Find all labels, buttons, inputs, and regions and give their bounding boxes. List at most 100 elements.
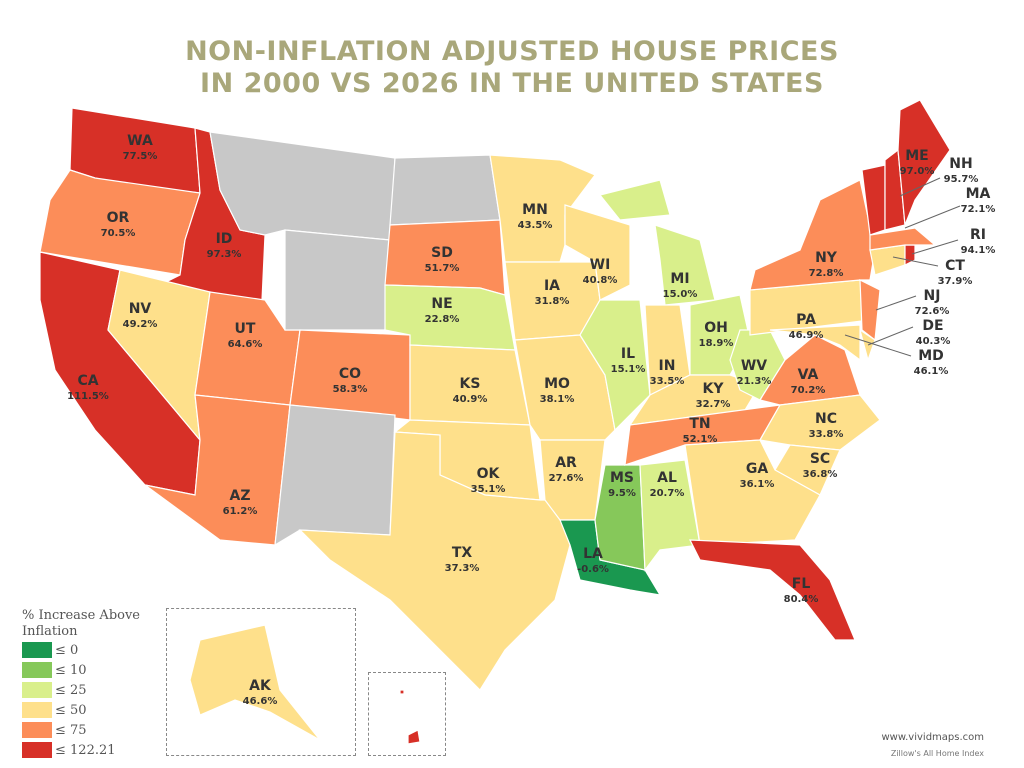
leader-line: [911, 239, 959, 255]
state-abbr-label: WA: [127, 133, 153, 149]
state-value-label: 72.1%: [961, 204, 996, 215]
state-value-label: 22.8%: [425, 314, 460, 325]
state-ma: [869, 227, 937, 251]
state-nd: [389, 154, 501, 226]
state-value-label: 70.5%: [101, 228, 136, 239]
state-value-label: 33.8%: [809, 429, 844, 440]
state-abbr-label: MO: [544, 376, 570, 392]
state-value-label: 111.5%: [67, 391, 109, 402]
state-value-label: 38.1%: [540, 394, 575, 405]
legend: % Increase Above Inflation ≤ 0 ≤ 10 ≤ 25 ≤ …: [22, 608, 142, 760]
leader-line: [867, 326, 914, 346]
state-abbr-label: AL: [657, 470, 677, 486]
state-nm: [274, 404, 396, 547]
state-abbr-label: IN: [659, 358, 676, 374]
state-value-label: 49.2%: [123, 319, 158, 330]
state-abbr-label: AK: [249, 678, 272, 694]
state-abbr-label: TN: [689, 416, 710, 432]
state-value-label: 31.8%: [535, 296, 570, 307]
leader-line: [875, 295, 917, 311]
state-value-label: 37.9%: [938, 276, 973, 287]
legend-label: ≤ 75: [55, 722, 87, 738]
legend-swatch: [22, 682, 52, 698]
state-value-label: 37.3%: [445, 563, 480, 574]
state-value-label: 97.3%: [207, 249, 242, 260]
leader-line: [892, 256, 939, 267]
legend-item: ≤ 25: [22, 680, 142, 700]
state-abbr-label: PA: [796, 312, 816, 328]
title-line-2: IN 2000 VS 2026 IN THE UNITED STATES: [200, 68, 824, 99]
state-value-label: 46.6%: [243, 696, 278, 707]
state-value-label: 40.9%: [453, 394, 488, 405]
credit-source: Zillow's All Home Index: [890, 749, 984, 758]
state-abbr-label: WI: [590, 257, 611, 273]
state-value-label: 80.4%: [784, 594, 819, 605]
state-abbr-label: NJ: [924, 288, 941, 304]
state-abbr-label: MD: [918, 348, 944, 364]
state-abbr-label: MI: [670, 271, 689, 287]
state-value-label: 32.7%: [696, 399, 731, 410]
legend-item: ≤ 75: [22, 720, 142, 740]
state-value-label: 15.0%: [663, 289, 698, 300]
state-value-label: 21.3%: [737, 376, 772, 387]
legend-swatch: [22, 742, 52, 758]
state-abbr-label: CA: [77, 373, 98, 389]
state-value-label: 40.8%: [583, 275, 618, 286]
state-value-label: 94.1%: [961, 245, 996, 256]
state-ms: [594, 464, 646, 571]
alaska-inset-frame: [166, 608, 356, 756]
state-abbr-label: DE: [922, 318, 943, 334]
state-value-label: 18.9%: [699, 338, 734, 349]
state-value-label: 52.1%: [683, 434, 718, 445]
state-abbr-label: NV: [129, 301, 152, 317]
state-value-label: 64.6%: [228, 339, 263, 350]
state-abbr-label: WV: [741, 358, 767, 374]
state-mt: [209, 131, 396, 241]
state-abbr-label: UT: [235, 321, 256, 337]
state-value-label: 9.5%: [608, 488, 636, 499]
state-abbr-label: AR: [555, 455, 577, 471]
state-value-label: 46.9%: [789, 330, 824, 341]
state-abbr-label: NY: [815, 250, 838, 266]
legend-label: ≤ 25: [55, 682, 87, 698]
state-value-label: 35.1%: [471, 484, 506, 495]
state-wy: [284, 229, 391, 331]
state-abbr-label: TX: [452, 545, 473, 561]
legend-swatch: [22, 722, 52, 738]
state-fl: [689, 539, 856, 641]
state-abbr-label: RI: [970, 227, 986, 243]
legend-label: ≤ 50: [55, 702, 87, 718]
state-ak: [189, 624, 321, 741]
legend-item: ≤ 10: [22, 660, 142, 680]
state-value-label: 72.8%: [809, 268, 844, 279]
state-abbr-label: IL: [621, 346, 635, 362]
state-abbr-label: OH: [704, 320, 728, 336]
state-abbr-label: VA: [798, 367, 819, 383]
state-abbr-label: OK: [477, 466, 501, 482]
state-value-label: 20.7%: [650, 488, 685, 499]
state-value-label: 36.8%: [803, 469, 838, 480]
legend-swatch: [22, 662, 52, 678]
state-value-label: 97.0%: [900, 166, 935, 177]
legend-title: % Increase Above Inflation: [22, 608, 141, 639]
state-ri: [904, 244, 916, 266]
state-value-label: 70.2%: [791, 385, 826, 396]
state-value-label: 51.7%: [425, 263, 460, 274]
state-mi: [654, 224, 716, 306]
state-abbr-label: ID: [216, 231, 233, 247]
state-abbr-label: MN: [522, 202, 548, 218]
legend-item: ≤ 50: [22, 700, 142, 720]
state-value-label: 40.3%: [916, 336, 951, 347]
state-value-label: 15.1%: [611, 364, 646, 375]
legend-swatch: [22, 642, 52, 658]
legend-item: ≤ 122.21: [22, 740, 142, 760]
leader-line: [844, 334, 912, 357]
state-value-label: 43.5%: [518, 220, 553, 231]
state-abbr-label: LA: [583, 546, 603, 562]
state-abbr-label: ME: [905, 148, 929, 164]
state-abbr-label: NE: [431, 296, 452, 312]
state-al: [639, 459, 701, 572]
title-line-1: NON-INFLATION ADJUSTED HOUSE PRICES: [185, 36, 839, 67]
state-value-label: 27.6%: [549, 473, 584, 484]
